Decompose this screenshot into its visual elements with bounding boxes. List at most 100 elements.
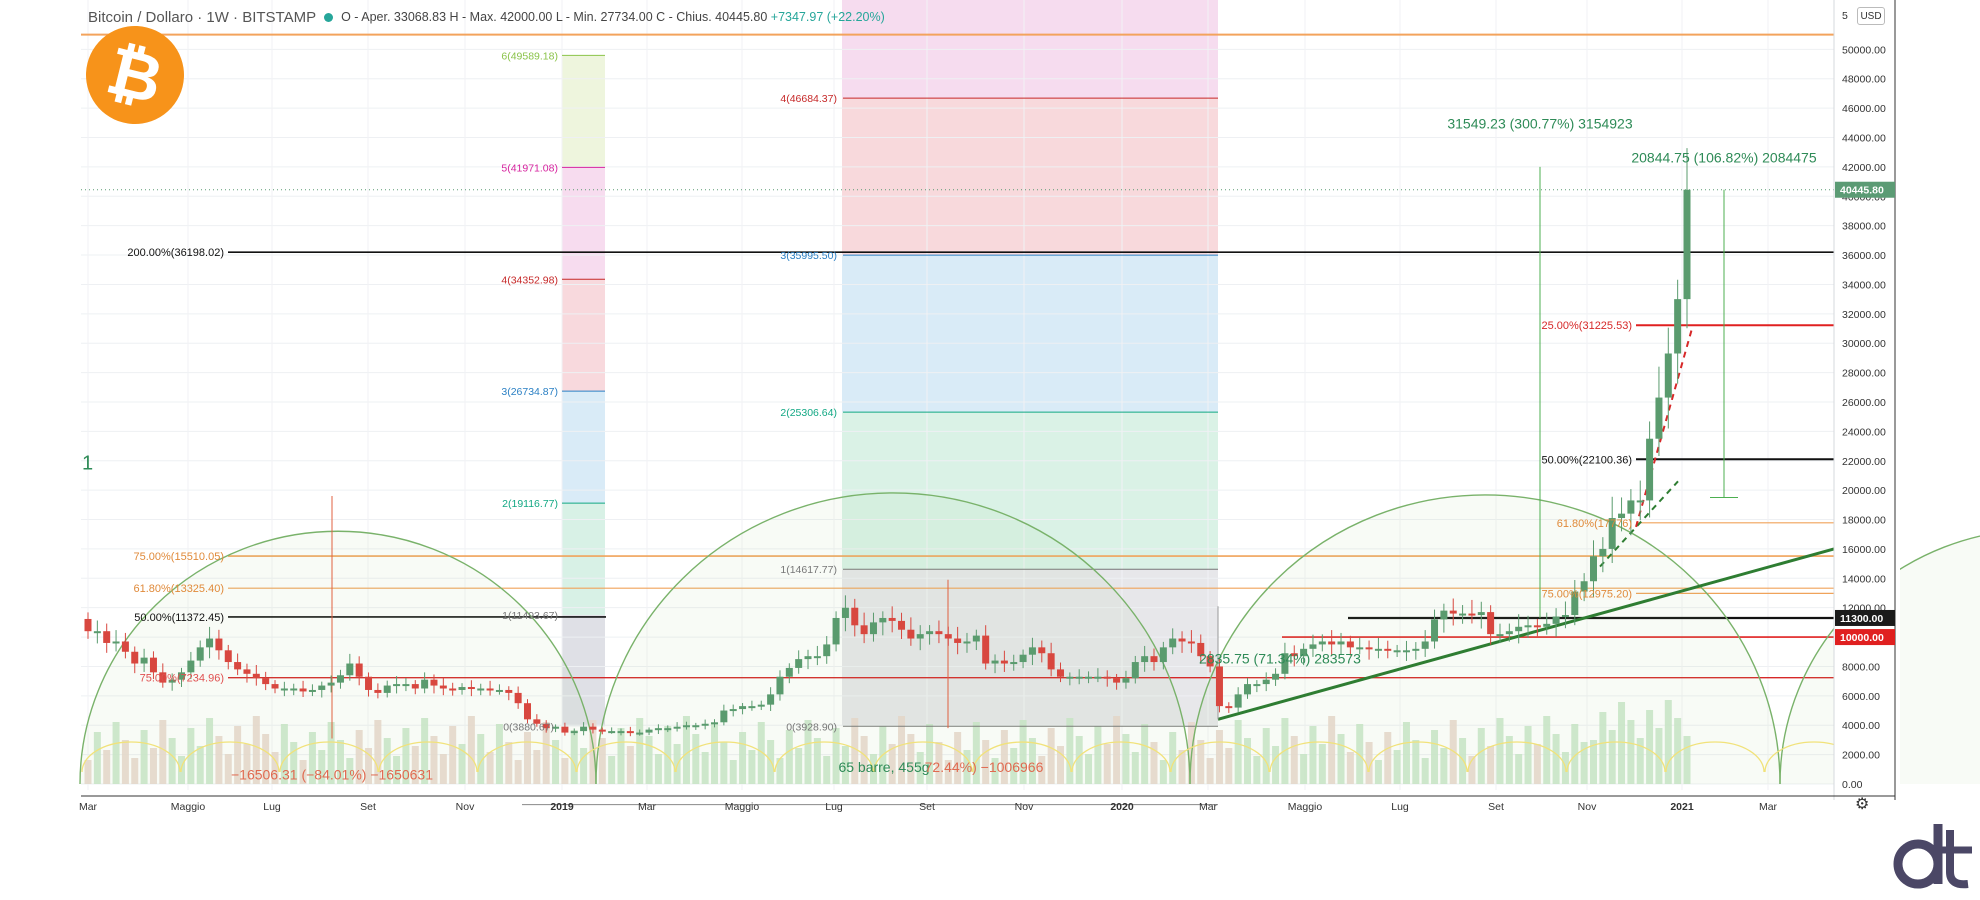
candle[interactable]	[1552, 616, 1560, 624]
candle[interactable]	[411, 684, 419, 689]
candle[interactable]	[1206, 656, 1214, 667]
candle[interactable]	[767, 694, 775, 705]
candle[interactable]	[1496, 634, 1504, 637]
candle[interactable]	[1159, 647, 1167, 663]
candle[interactable]	[1010, 662, 1018, 665]
candle[interactable]	[1412, 648, 1420, 651]
candle[interactable]	[1328, 641, 1336, 645]
candle[interactable]	[243, 669, 251, 674]
candle[interactable]	[1505, 631, 1513, 635]
candle[interactable]	[1318, 641, 1326, 645]
candle[interactable]	[1393, 650, 1401, 653]
candle[interactable]	[1346, 641, 1354, 648]
candle[interactable]	[1281, 653, 1289, 674]
candle[interactable]	[739, 706, 747, 710]
candle[interactable]	[327, 682, 335, 686]
candle[interactable]	[1683, 189, 1691, 300]
candle[interactable]	[523, 703, 531, 720]
candle[interactable]	[514, 692, 522, 704]
candle[interactable]	[1047, 653, 1055, 670]
candle[interactable]	[804, 656, 812, 660]
candle[interactable]	[580, 726, 588, 732]
candle[interactable]	[383, 685, 391, 693]
candle[interactable]	[1113, 678, 1121, 683]
candle[interactable]	[168, 679, 176, 683]
candle[interactable]	[1608, 518, 1616, 549]
candle[interactable]	[1402, 650, 1410, 653]
price-badge[interactable]	[1835, 629, 1895, 646]
candle[interactable]	[318, 685, 326, 690]
candle[interactable]	[1580, 581, 1588, 592]
candle[interactable]	[1589, 556, 1597, 582]
candle[interactable]	[982, 635, 990, 664]
candle[interactable]	[1225, 706, 1233, 709]
candle[interactable]	[84, 618, 92, 632]
candle[interactable]	[552, 726, 560, 729]
candle[interactable]	[1169, 638, 1177, 648]
candle[interactable]	[149, 657, 157, 673]
candle[interactable]	[972, 635, 980, 642]
symbol-header[interactable]: Bitcoin / Dollaro · 1W · BITSTAMP O - Ap…	[88, 6, 885, 28]
candle[interactable]	[1487, 612, 1495, 635]
candle[interactable]	[1646, 438, 1654, 501]
candle[interactable]	[402, 684, 410, 687]
candle[interactable]	[935, 631, 943, 635]
candle[interactable]	[729, 709, 737, 712]
candle[interactable]	[757, 704, 765, 707]
candle[interactable]	[720, 710, 728, 723]
candle[interactable]	[1459, 613, 1467, 616]
candle[interactable]	[944, 634, 952, 639]
candle[interactable]	[1468, 613, 1476, 616]
price-candles[interactable]	[84, 148, 1691, 737]
candle[interactable]	[308, 689, 316, 692]
candle[interactable]	[505, 689, 513, 693]
candle[interactable]	[888, 617, 896, 621]
candle[interactable]	[449, 688, 457, 691]
candle[interactable]	[1300, 648, 1308, 657]
candle[interactable]	[1141, 656, 1149, 663]
candle[interactable]	[252, 673, 260, 679]
candle[interactable]	[879, 617, 887, 623]
candle[interactable]	[262, 678, 270, 685]
currency-button[interactable]: USD	[1857, 7, 1885, 25]
symbol-title[interactable]: Bitcoin / Dollaro · 1W · BITSTAMP	[88, 8, 317, 26]
candle[interactable]	[112, 641, 120, 644]
candle[interactable]	[785, 667, 793, 677]
candle[interactable]	[1094, 676, 1102, 679]
candle[interactable]	[467, 687, 475, 690]
candle[interactable]	[365, 676, 373, 690]
candle[interactable]	[1664, 353, 1672, 398]
candle[interactable]	[963, 641, 971, 644]
candle[interactable]	[1290, 653, 1298, 657]
candle[interactable]	[336, 675, 344, 683]
candle[interactable]	[1272, 673, 1280, 680]
candle[interactable]	[776, 676, 784, 695]
candle[interactable]	[178, 672, 186, 680]
candle[interactable]	[907, 629, 915, 639]
candle[interactable]	[1000, 660, 1008, 664]
candle[interactable]	[1431, 619, 1439, 642]
candle[interactable]	[916, 634, 924, 639]
candle[interactable]	[1571, 591, 1579, 616]
candle[interactable]	[1543, 623, 1551, 627]
candle[interactable]	[1561, 615, 1569, 618]
candle[interactable]	[1019, 654, 1027, 663]
candle[interactable]	[1131, 662, 1139, 679]
candle[interactable]	[421, 679, 429, 689]
candle[interactable]	[1244, 684, 1252, 695]
candle[interactable]	[1384, 648, 1392, 651]
candle[interactable]	[486, 688, 494, 691]
candle[interactable]	[841, 607, 849, 618]
candle[interactable]	[1178, 638, 1186, 642]
candle[interactable]	[495, 689, 503, 692]
candle[interactable]	[215, 638, 223, 651]
candle[interactable]	[664, 728, 672, 731]
candle[interactable]	[626, 731, 634, 734]
candle[interactable]	[234, 662, 242, 670]
candle[interactable]	[1085, 676, 1093, 679]
candle[interactable]	[898, 620, 906, 630]
candle[interactable]	[673, 726, 681, 729]
candle[interactable]	[1599, 548, 1607, 557]
candle[interactable]	[1197, 642, 1205, 657]
